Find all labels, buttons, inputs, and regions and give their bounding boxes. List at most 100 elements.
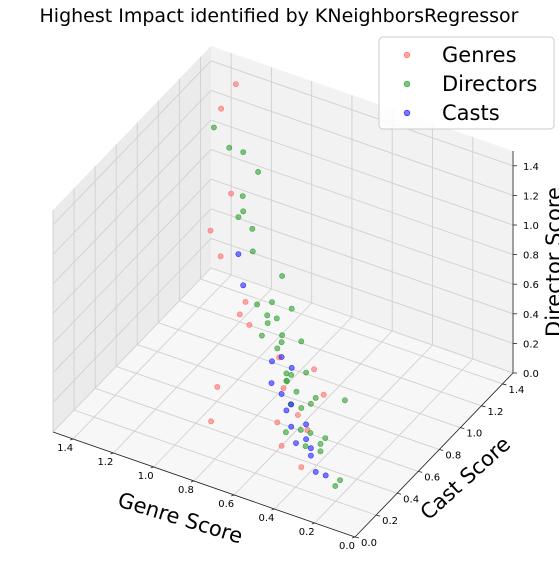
- data-point: [303, 369, 309, 376]
- grid-line: [210, 60, 514, 167]
- data-point: [341, 397, 348, 404]
- y-tick-mark: [460, 427, 465, 430]
- y-tick-mark: [418, 471, 423, 473]
- data-point: [235, 214, 242, 220]
- data-point: [242, 298, 249, 305]
- data-point: [293, 388, 300, 395]
- data-point: [298, 405, 305, 411]
- z-tick-label: 0.4: [523, 310, 539, 321]
- data-point: [302, 443, 309, 450]
- x-tick-mark: [150, 466, 154, 469]
- legend-label: Genres: [442, 43, 517, 67]
- grid-line: [210, 149, 514, 256]
- grid-line: [116, 365, 419, 472]
- grid-line: [52, 119, 212, 285]
- grid-line: [210, 237, 514, 344]
- data-point: [337, 477, 343, 483]
- grid-line: [52, 149, 212, 314]
- data-point: [278, 339, 285, 346]
- grid-line: [52, 90, 212, 255]
- data-point: [307, 452, 314, 459]
- series-directors: [210, 124, 348, 489]
- x-tick-label: 0.6: [218, 499, 234, 510]
- data-point: [312, 468, 319, 475]
- grid-line: [73, 409, 377, 516]
- grid-line: [193, 316, 353, 482]
- grid-line: [137, 344, 440, 450]
- data-point: [246, 321, 253, 328]
- data-point: [283, 370, 290, 377]
- data-point: [288, 364, 295, 371]
- data-point: [288, 371, 295, 378]
- legend-box: [378, 36, 555, 130]
- grid-line: [210, 89, 514, 196]
- data-point: [232, 81, 239, 88]
- grid-line: [153, 302, 312, 468]
- data-point: [264, 312, 271, 319]
- data-point: [240, 208, 247, 215]
- y-axis-line: [354, 372, 514, 538]
- data-point: [269, 358, 275, 365]
- x-tick-label: 0.8: [178, 485, 194, 496]
- x-tick-label: 0.4: [259, 513, 275, 524]
- y-tick-label: 1.2: [487, 407, 503, 418]
- y-tick-mark: [502, 383, 507, 386]
- x-tick-mark: [110, 452, 114, 455]
- data-point: [278, 354, 285, 360]
- y-tick-label: 0.6: [424, 472, 440, 483]
- grid-line: [274, 344, 433, 510]
- legend-label: Casts: [442, 101, 500, 125]
- z-axis-label: Director Score: [542, 187, 559, 337]
- data-point: [303, 421, 309, 428]
- y-tick-label: 0.0: [361, 538, 377, 549]
- y-tick-mark: [481, 405, 486, 408]
- x-tick-label: 1.0: [138, 471, 154, 482]
- data-point: [279, 273, 285, 279]
- x-tick-label: 1.4: [57, 443, 73, 454]
- grid-line: [158, 322, 461, 429]
- grid-line: [233, 330, 393, 496]
- data-point: [307, 445, 314, 452]
- data-point: [217, 253, 224, 260]
- x-tick-mark: [351, 536, 356, 539]
- data-point: [236, 311, 243, 318]
- z-tick-label: 1.0: [523, 221, 539, 232]
- data-point: [303, 436, 309, 443]
- data-point: [322, 472, 329, 479]
- x-tick-mark: [190, 480, 195, 483]
- data-point: [240, 149, 247, 155]
- grid-line: [210, 267, 514, 374]
- data-point: [249, 225, 256, 232]
- grid-line: [113, 288, 272, 454]
- data-point: [279, 332, 285, 339]
- data-point: [208, 418, 214, 425]
- data-point: [226, 144, 233, 151]
- data-point: [273, 315, 280, 322]
- x-tick-mark: [271, 508, 275, 511]
- data-point: [307, 400, 314, 407]
- data-point: [218, 105, 224, 112]
- z-tick-label: 1.4: [523, 162, 539, 173]
- data-point: [294, 412, 301, 418]
- data-point: [317, 448, 324, 455]
- series-casts: [235, 251, 329, 479]
- data-point: [239, 193, 246, 199]
- grid-line: [314, 358, 474, 524]
- x-tick-label: 1.2: [97, 457, 113, 468]
- grid-line: [52, 238, 212, 403]
- data-point: [332, 483, 339, 489]
- legend-marker: [403, 109, 411, 117]
- data-point: [282, 429, 289, 436]
- pane-floor: [53, 268, 513, 537]
- z-tick-label: 0.8: [523, 251, 539, 262]
- data-point: [249, 248, 256, 255]
- data-point: [258, 332, 265, 339]
- y-tick-label: 0.8: [445, 451, 461, 462]
- z-tick-label: 0.6: [523, 280, 539, 291]
- x-tick-label: 0.0: [339, 541, 355, 552]
- data-point: [288, 401, 295, 408]
- grid-line: [52, 60, 212, 226]
- grid-line: [72, 274, 232, 440]
- y-tick-label: 0.4: [403, 494, 419, 505]
- data-points: [207, 81, 348, 489]
